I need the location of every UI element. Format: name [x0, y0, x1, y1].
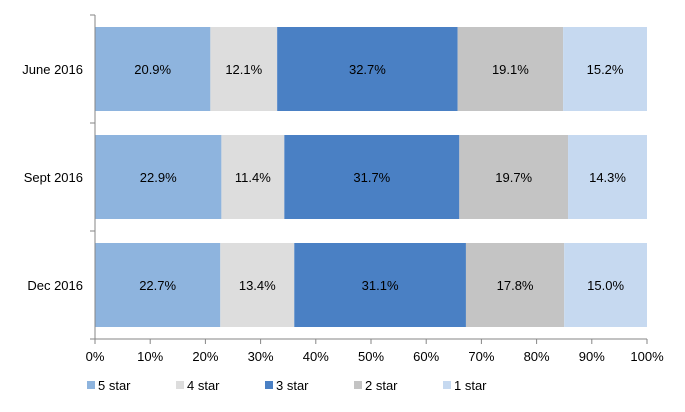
x-tick-label: 80% [524, 349, 550, 364]
data-label: 13.4% [239, 278, 276, 293]
data-label: 12.1% [225, 62, 262, 77]
legend-swatch [176, 381, 184, 389]
legend-label: 2 star [365, 378, 398, 393]
x-tick-label: 10% [137, 349, 163, 364]
data-label: 11.4% [235, 170, 271, 185]
category-label: Dec 2016 [27, 278, 83, 293]
legend-swatch [354, 381, 362, 389]
x-tick-label: 90% [579, 349, 605, 364]
data-label: 17.8% [497, 278, 534, 293]
data-label: 14.3% [589, 170, 626, 185]
x-tick-label: 0% [86, 349, 105, 364]
data-label: 31.7% [353, 170, 390, 185]
data-label: 32.7% [349, 62, 386, 77]
category-label: Sept 2016 [24, 170, 83, 185]
data-label: 20.9% [134, 62, 171, 77]
x-tick-label: 40% [303, 349, 329, 364]
x-tick-label: 100% [630, 349, 664, 364]
data-label: 15.2% [587, 62, 624, 77]
data-label: 19.1% [492, 62, 529, 77]
x-tick-label: 60% [413, 349, 439, 364]
data-label: 15.0% [587, 278, 624, 293]
legend-label: 5 star [98, 378, 131, 393]
x-tick-label: 30% [248, 349, 274, 364]
x-tick-label: 20% [192, 349, 218, 364]
data-label: 22.9% [140, 170, 177, 185]
data-label: 31.1% [362, 278, 399, 293]
data-label: 22.7% [139, 278, 176, 293]
data-label: 19.7% [495, 170, 532, 185]
category-label: June 2016 [22, 62, 83, 77]
legend-swatch [87, 381, 95, 389]
legend-label: 4 star [187, 378, 220, 393]
legend-label: 1 star [454, 378, 487, 393]
legend-swatch [443, 381, 451, 389]
x-tick-label: 70% [468, 349, 494, 364]
legend-label: 3 star [276, 378, 309, 393]
legend-swatch [265, 381, 273, 389]
x-tick-label: 50% [358, 349, 384, 364]
